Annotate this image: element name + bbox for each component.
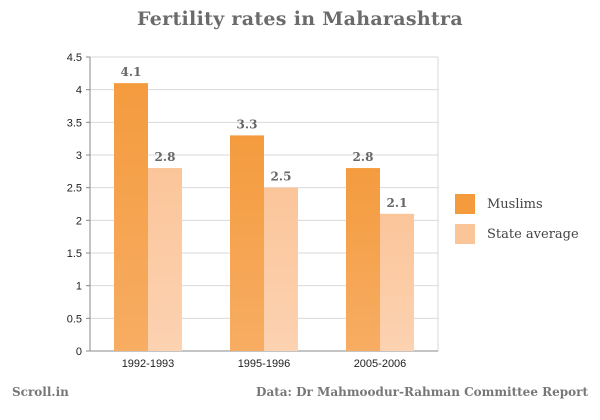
y-tick-label: 2 xyxy=(76,215,82,227)
bar-state-average-1995-1996 xyxy=(264,187,298,351)
data-label: 2.1 xyxy=(387,196,408,210)
bar-state-average-1992-1993 xyxy=(148,168,182,351)
x-tick-label: 1992-1993 xyxy=(122,358,175,370)
legend: Muslims State average xyxy=(455,194,579,254)
data-label: 2.8 xyxy=(353,150,374,164)
x-tick-label: 1995-1996 xyxy=(238,358,291,370)
source-site: Scroll.in xyxy=(12,385,69,399)
legend-item-state-average: State average xyxy=(455,224,579,244)
y-tick-label: 4 xyxy=(76,85,82,97)
bar-muslims-2005-2006 xyxy=(346,168,380,351)
y-tick-label: 1.5 xyxy=(67,248,82,260)
chart-title: Fertility rates in Maharashtra xyxy=(137,8,463,30)
y-tick-label: 0.5 xyxy=(67,313,82,325)
y-tick-label: 1 xyxy=(76,281,82,293)
bar-state-average-2005-2006 xyxy=(380,213,414,351)
bars xyxy=(114,83,414,351)
legend-swatch-muslims xyxy=(455,194,475,214)
y-tick-label: 3.5 xyxy=(67,117,82,129)
labels: 4.1 2.8 1992-1993 3.3 2.5 1995-1996 2.8 2.1 2005… xyxy=(121,65,408,370)
legend-label-state-average: State average xyxy=(487,226,579,242)
y-tick-label: 3 xyxy=(76,150,82,162)
data-label: 2.8 xyxy=(155,150,176,164)
data-source: Data: Dr Mahmoodur-Rahman Committee Repo… xyxy=(256,385,588,399)
y-tick-label: 4.5 xyxy=(67,52,82,64)
legend-swatch-state-average xyxy=(455,224,475,244)
data-label: 4.1 xyxy=(121,65,142,79)
y-tick-label: 0 xyxy=(76,346,82,358)
data-label: 3.3 xyxy=(237,117,258,131)
bar-muslims-1995-1996 xyxy=(230,135,264,351)
data-label: 2.5 xyxy=(271,170,292,184)
axes: 0 0.5 1 1.5 2 2.5 3 3.5 4 4.5 xyxy=(67,52,438,358)
bar-muslims-1992-1993 xyxy=(114,83,148,351)
x-tick-label: 2005-2006 xyxy=(354,358,407,370)
legend-label-muslims: Muslims xyxy=(487,196,543,212)
y-tick-label: 2.5 xyxy=(67,183,82,195)
legend-item-muslims: Muslims xyxy=(455,194,579,214)
